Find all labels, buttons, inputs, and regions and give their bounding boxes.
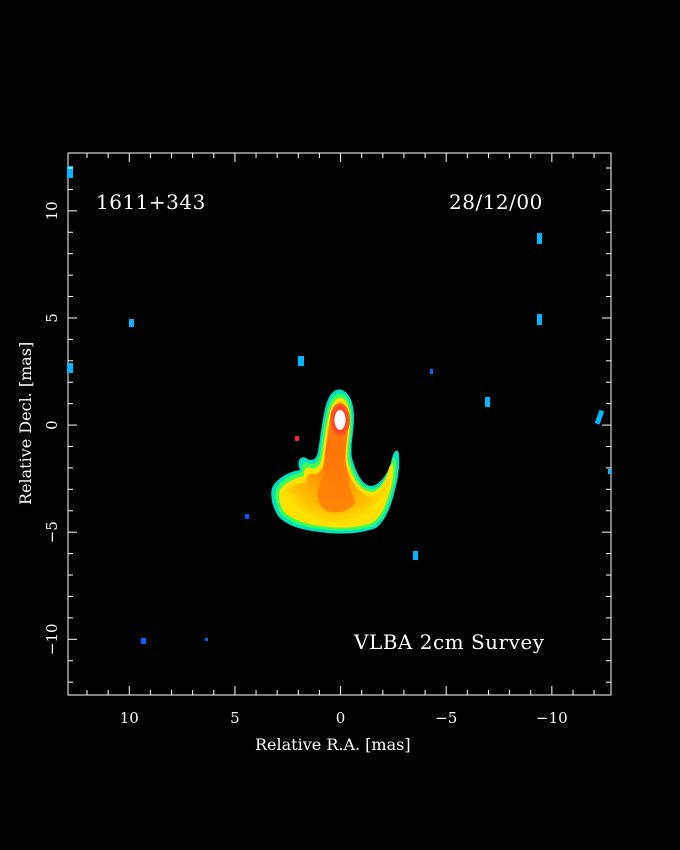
noise-components: [67, 166, 611, 644]
source-name-label: 1611+343: [96, 190, 206, 214]
axis-ticks: [68, 153, 611, 695]
x-tick-label: 10: [120, 709, 139, 727]
observation-date-label: 28/12/00: [449, 190, 543, 214]
axis-tick-labels: 10 5 0 −5 −10 10 5 0 −5 −10: [43, 201, 568, 727]
x-tick-label: −10: [536, 709, 568, 727]
y-tick-label: −5: [43, 521, 61, 543]
y-tick-label: −10: [43, 623, 61, 655]
survey-name-label: VLBA 2cm Survey: [354, 630, 545, 654]
x-tick-label: 5: [230, 709, 240, 727]
y-tick-label: 5: [43, 313, 61, 323]
source-emission: [271, 389, 400, 534]
x-axis-label: Relative R.A. [mas]: [255, 735, 411, 754]
x-tick-label: 0: [336, 709, 346, 727]
x-tick-label: −5: [435, 709, 457, 727]
y-tick-label: 0: [43, 420, 61, 430]
y-tick-label: 10: [43, 201, 61, 220]
